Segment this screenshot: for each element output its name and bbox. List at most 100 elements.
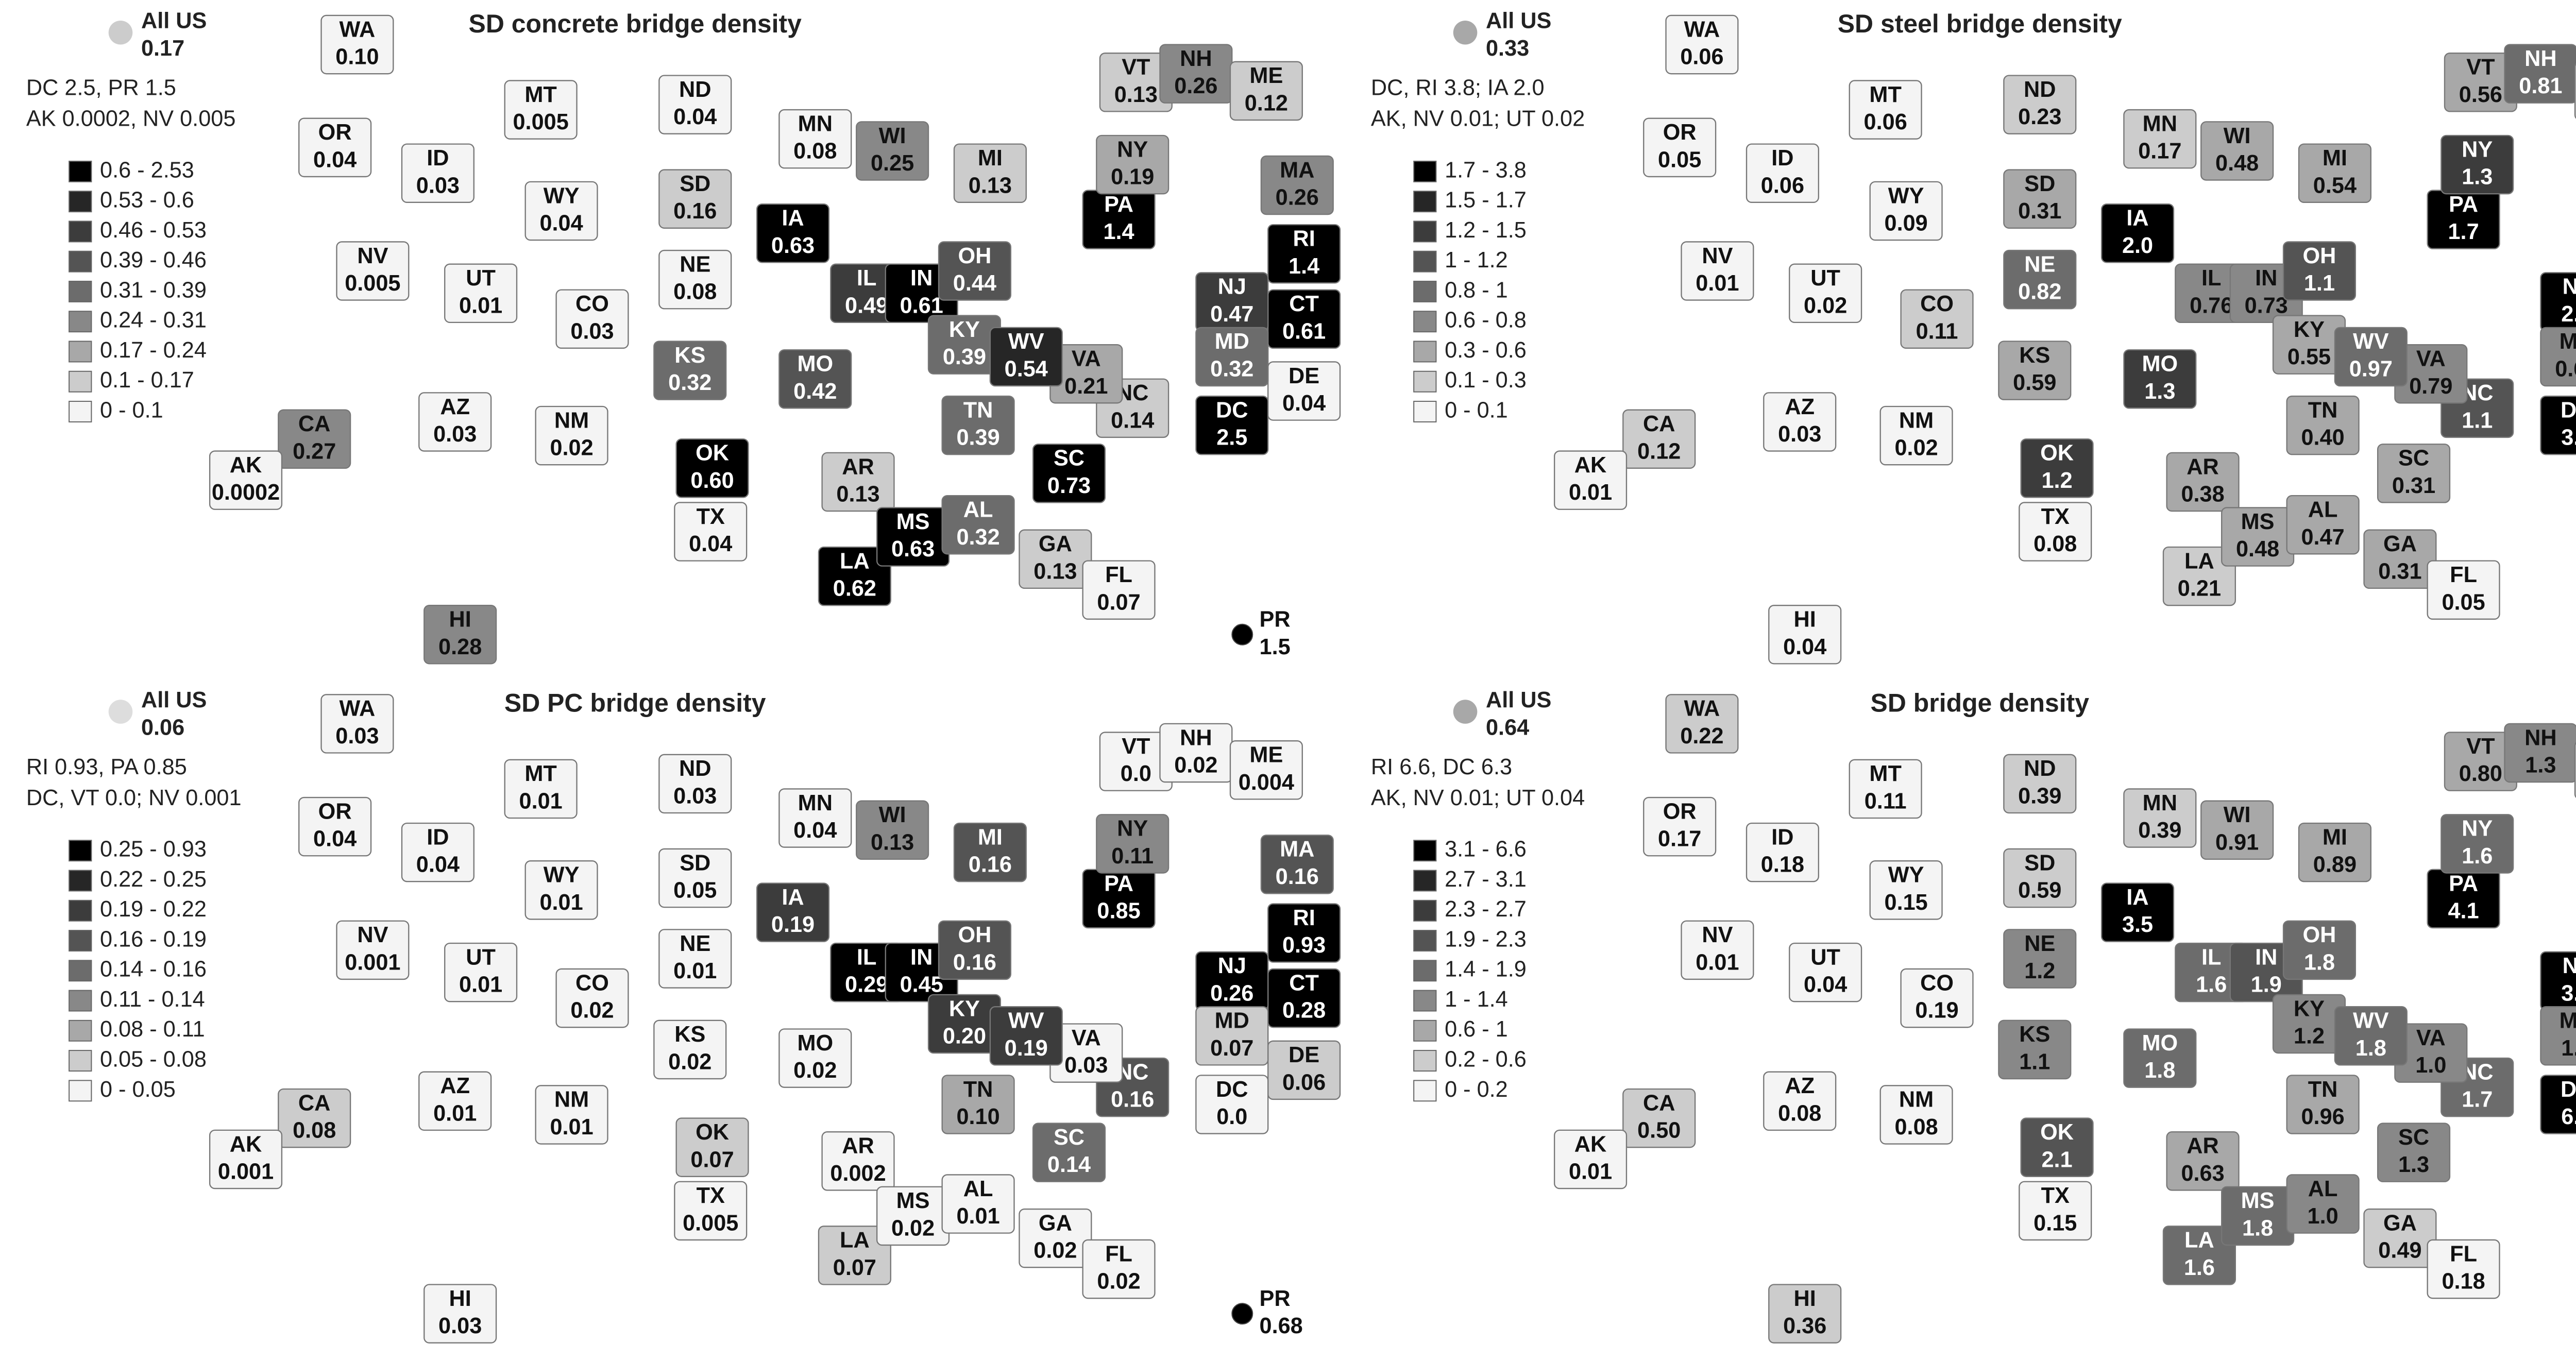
state-label: WA: [1684, 696, 1720, 721]
state-label: HI: [1794, 1286, 1816, 1311]
state-value: 0.68: [1260, 1314, 1303, 1338]
state-region: [1763, 1071, 1837, 1131]
legend-swatch: [69, 191, 92, 213]
state-label: DC: [2561, 1077, 2576, 1102]
state-region: [298, 796, 372, 857]
state-value: 0.20: [943, 1024, 986, 1049]
state-value: 0.19: [1915, 998, 1958, 1023]
state-value: 0.56: [2459, 82, 2502, 107]
state-label: VT: [1122, 734, 1150, 759]
legend-label: 0.19 - 0.22: [100, 897, 207, 922]
state-value: 0.23: [2018, 105, 2061, 129]
state-value: 0.05: [673, 878, 717, 903]
state-value: 0.38: [2181, 482, 2224, 507]
state-label: HI: [449, 607, 471, 632]
note: DC, RI 3.8; IA 2.0: [1371, 76, 1545, 100]
state-value: 0.13: [871, 830, 914, 855]
legend-swatch: [69, 250, 92, 273]
state-value: 0.08: [673, 280, 717, 304]
state-value: 0.04: [1282, 391, 1326, 416]
state-label: OR: [318, 799, 352, 824]
state-region: [989, 327, 1063, 387]
map-panel: SD steel bridge density All US 0.33 DC, RI …: [1371, 9, 2576, 665]
state-label: UT: [1810, 945, 1840, 970]
state-label: KY: [2294, 317, 2325, 342]
state-value: 0.97: [2349, 357, 2393, 382]
state-label: TN: [2308, 1077, 2338, 1102]
state-value: 0.63: [2181, 1161, 2224, 1186]
state-label: MD: [2560, 329, 2576, 354]
state-region: [1082, 560, 1156, 620]
state-label: RI: [1293, 906, 1315, 930]
state-region: [2020, 438, 2094, 498]
state-label: NJ: [1218, 954, 1246, 978]
state-label: OR: [1663, 120, 1697, 145]
state-region: [1032, 1123, 1106, 1182]
state-label: MD: [2560, 1009, 2576, 1033]
state-region: [941, 1075, 1015, 1134]
state-label: AR: [842, 1134, 874, 1159]
state-label: SC: [1054, 1125, 1084, 1150]
state-label: NV: [1702, 923, 1733, 947]
state-region: [989, 1006, 1063, 1066]
state-value: 0.01: [550, 1115, 593, 1140]
state-label: GA: [1039, 1211, 1072, 1235]
state-value: 0.36: [1783, 1314, 1826, 1338]
legend-swatch: [1413, 930, 1437, 952]
state-label: CA: [298, 412, 331, 436]
state-region: [2504, 44, 2576, 104]
state-region: [1665, 694, 1739, 754]
state-label: OH: [2302, 923, 2336, 947]
state-value: 0.13: [836, 482, 879, 507]
state-label: MT: [524, 82, 556, 107]
state-label: MS: [2241, 509, 2275, 534]
state-value: 0.54: [2313, 173, 2357, 198]
state-region: [2363, 1208, 2437, 1268]
state-label: NJ: [2563, 275, 2576, 299]
state-label: ND: [679, 756, 711, 781]
state-region: [941, 395, 1015, 455]
state-region: [856, 800, 929, 860]
state-value: 0.07: [1210, 1036, 1253, 1061]
legend-swatch: [1413, 191, 1437, 213]
state-label: OK: [696, 1120, 729, 1145]
state-value: 0.31: [2378, 559, 2421, 584]
state-label: NE: [2024, 931, 2055, 956]
state-label: FL: [1105, 1242, 1132, 1266]
legend-swatch: [69, 280, 92, 302]
state-label: AZ: [440, 395, 470, 419]
state-label: IA: [2126, 885, 2148, 910]
state-label: TN: [2308, 398, 2338, 422]
state-region: [1849, 80, 1922, 140]
state-label: ND: [679, 77, 711, 102]
state-value: 0.17: [1658, 827, 1701, 852]
legend-label: 0.25 - 0.93: [100, 837, 207, 862]
state-value: 0.11: [1865, 789, 1907, 813]
all-us-value: 0.17: [141, 36, 184, 61]
state-region: [2540, 395, 2576, 455]
state-region: [658, 848, 732, 908]
state-label: CO: [1920, 292, 1954, 316]
legend-label: 0.6 - 0.8: [1445, 308, 1527, 333]
state-region: [938, 920, 1011, 980]
state-value: 1.2: [2561, 1036, 2576, 1061]
state-region: [1267, 903, 1341, 963]
state-label: NH: [2524, 725, 2557, 750]
state-region: [2298, 143, 2371, 203]
all-us-value: 0.33: [1486, 36, 1529, 61]
state-value: 0.0: [1216, 1104, 1247, 1129]
state-label: AK: [230, 1132, 262, 1157]
state-region: [2377, 444, 2451, 503]
state-region: [555, 968, 629, 1028]
note: AK 0.0002, NV 0.005: [26, 106, 236, 131]
state-value: 0.60: [690, 468, 734, 493]
state-region: [320, 14, 394, 75]
legend-label: 0.24 - 0.31: [100, 308, 207, 333]
state-value: 0.39: [956, 426, 999, 450]
state-value: 0.04: [689, 532, 732, 556]
state-value: 0.63: [891, 537, 935, 562]
state-region: [524, 860, 598, 920]
state-value: 0.03: [335, 724, 379, 749]
state-region: [658, 169, 732, 229]
